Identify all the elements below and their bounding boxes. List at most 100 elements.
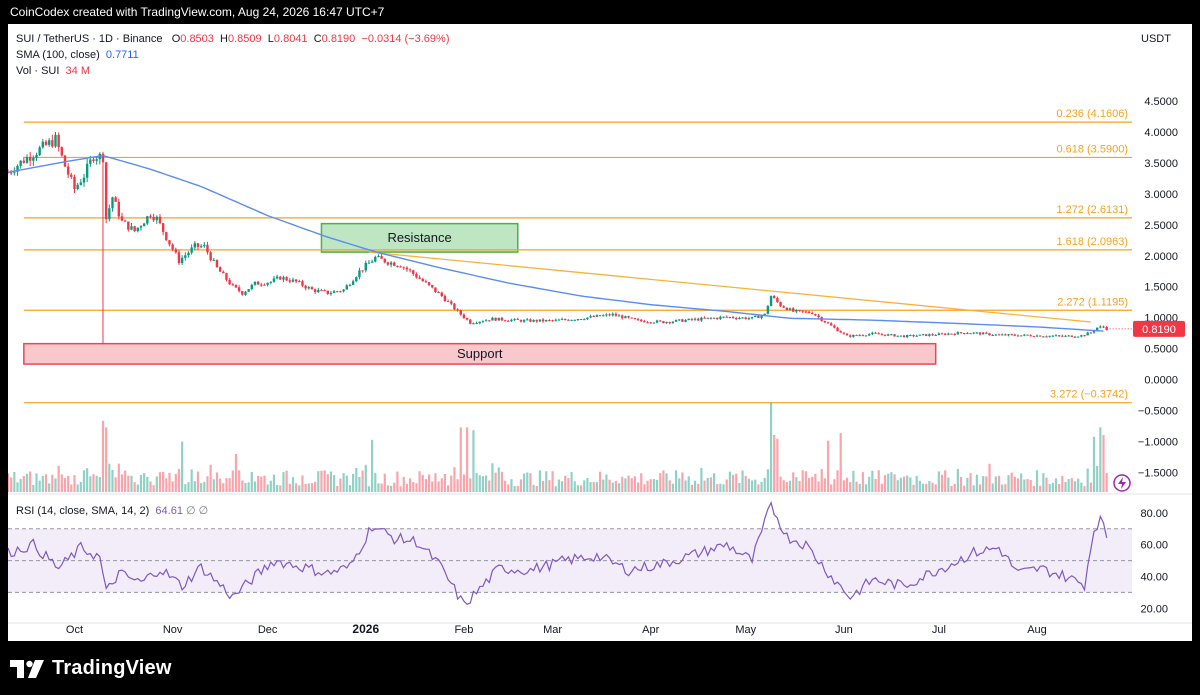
candle[interactable] (114, 197, 117, 202)
candle[interactable] (85, 163, 89, 178)
candle[interactable] (263, 284, 266, 286)
candle[interactable] (516, 318, 519, 320)
candle[interactable] (152, 216, 155, 221)
candle[interactable] (260, 284, 263, 286)
candle[interactable] (814, 314, 817, 316)
candle[interactable] (351, 281, 355, 285)
candle[interactable] (877, 333, 880, 335)
candle[interactable] (440, 292, 443, 297)
candle[interactable] (51, 140, 54, 147)
candle[interactable] (22, 160, 26, 163)
candle[interactable] (1099, 326, 1102, 328)
candle[interactable] (817, 315, 820, 318)
candle[interactable] (985, 332, 988, 334)
candle[interactable] (222, 271, 225, 274)
candle[interactable] (535, 319, 538, 322)
candle[interactable] (247, 289, 250, 292)
candle[interactable] (602, 315, 605, 317)
candle[interactable] (279, 276, 282, 280)
candle[interactable] (940, 333, 944, 335)
candle[interactable] (367, 262, 371, 264)
candle[interactable] (256, 281, 260, 285)
candle[interactable] (997, 334, 1001, 336)
candle[interactable] (883, 334, 887, 336)
candle[interactable] (564, 319, 567, 321)
candle[interactable] (776, 298, 779, 303)
candle[interactable] (212, 259, 216, 261)
candle[interactable] (785, 307, 789, 311)
support-zone[interactable] (23, 342, 937, 365)
candle[interactable] (747, 318, 751, 320)
candle[interactable] (25, 157, 29, 163)
candle[interactable] (839, 331, 842, 333)
candle[interactable] (709, 317, 713, 319)
candle[interactable] (842, 332, 846, 334)
candle[interactable] (969, 333, 972, 335)
candle[interactable] (887, 334, 890, 336)
candle[interactable] (649, 322, 652, 324)
candle[interactable] (950, 333, 953, 335)
candle[interactable] (54, 134, 57, 147)
candle[interactable] (804, 311, 808, 313)
candle[interactable] (902, 335, 906, 338)
candle[interactable] (947, 333, 950, 335)
candle[interactable] (519, 319, 523, 322)
candle[interactable] (358, 270, 361, 278)
candle[interactable] (28, 157, 32, 161)
candle[interactable] (424, 281, 428, 283)
candle[interactable] (690, 318, 694, 320)
candle[interactable] (158, 216, 162, 224)
candle[interactable] (386, 262, 390, 265)
candle[interactable] (871, 332, 874, 335)
candle[interactable] (849, 335, 852, 337)
candle[interactable] (589, 316, 592, 318)
candle[interactable] (526, 319, 529, 321)
candle[interactable] (193, 243, 197, 248)
candle[interactable] (652, 322, 656, 324)
candle[interactable] (241, 291, 244, 295)
candle[interactable] (497, 317, 500, 321)
candle[interactable] (830, 323, 833, 326)
candle[interactable] (253, 281, 257, 285)
candle[interactable] (294, 279, 298, 282)
candle[interactable] (155, 216, 159, 221)
candle[interactable] (513, 318, 516, 320)
candle[interactable] (79, 182, 83, 185)
candle[interactable] (798, 310, 801, 312)
candle[interactable] (298, 281, 301, 283)
candle[interactable] (361, 270, 364, 272)
candle[interactable] (1048, 335, 1051, 337)
candle[interactable] (592, 316, 595, 318)
candle[interactable] (275, 276, 279, 279)
candle[interactable] (643, 321, 646, 323)
candle[interactable] (437, 292, 440, 294)
chart-panel[interactable]: Resistance Support 0.236 (4.1606) 0.618 (3.… (8, 24, 1192, 641)
candle[interactable] (1057, 335, 1061, 337)
candle[interactable] (171, 244, 174, 250)
candle[interactable] (66, 166, 70, 175)
candle[interactable] (909, 335, 912, 337)
candle[interactable] (73, 176, 76, 190)
candle[interactable] (744, 317, 747, 319)
candle[interactable] (962, 333, 966, 335)
candle[interactable] (655, 320, 659, 323)
candle[interactable] (161, 223, 165, 233)
candle[interactable] (918, 334, 922, 336)
candle[interactable] (1054, 335, 1058, 337)
candle[interactable] (826, 322, 830, 324)
candle[interactable] (484, 320, 488, 322)
candle[interactable] (301, 281, 304, 286)
candle[interactable] (712, 317, 716, 319)
candle[interactable] (323, 290, 326, 292)
candle[interactable] (408, 269, 412, 271)
candle[interactable] (377, 256, 380, 258)
candle[interactable] (507, 320, 510, 322)
candle[interactable] (307, 287, 310, 289)
candle[interactable] (728, 316, 732, 318)
last-price-badge[interactable] (1133, 320, 1185, 337)
candle[interactable] (719, 316, 722, 319)
candle[interactable] (636, 319, 640, 321)
candle[interactable] (893, 334, 896, 337)
candle[interactable] (567, 319, 570, 321)
candle[interactable] (1095, 327, 1099, 331)
